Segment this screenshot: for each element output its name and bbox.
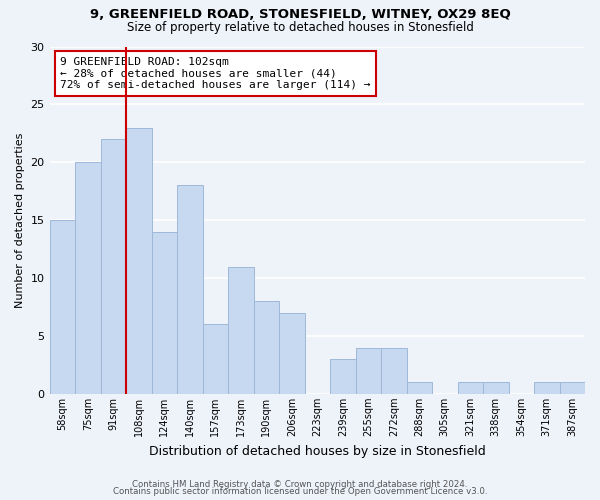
Bar	[279, 313, 305, 394]
Bar	[50, 220, 75, 394]
X-axis label: Distribution of detached houses by size in Stonesfield: Distribution of detached houses by size …	[149, 444, 485, 458]
Bar	[407, 382, 432, 394]
Bar	[126, 128, 152, 394]
Bar	[254, 302, 279, 394]
Bar	[177, 186, 203, 394]
Bar	[330, 359, 356, 394]
Bar	[458, 382, 483, 394]
Bar	[381, 348, 407, 394]
Bar	[483, 382, 509, 394]
Bar	[560, 382, 585, 394]
Text: Size of property relative to detached houses in Stonesfield: Size of property relative to detached ho…	[127, 21, 473, 34]
Bar	[101, 139, 126, 394]
Text: 9, GREENFIELD ROAD, STONESFIELD, WITNEY, OX29 8EQ: 9, GREENFIELD ROAD, STONESFIELD, WITNEY,…	[89, 8, 511, 20]
Bar	[75, 162, 101, 394]
Bar	[356, 348, 381, 394]
Text: 9 GREENFIELD ROAD: 102sqm
← 28% of detached houses are smaller (44)
72% of semi-: 9 GREENFIELD ROAD: 102sqm ← 28% of detac…	[60, 57, 371, 90]
Bar	[203, 324, 228, 394]
Text: Contains public sector information licensed under the Open Government Licence v3: Contains public sector information licen…	[113, 488, 487, 496]
Bar	[152, 232, 177, 394]
Y-axis label: Number of detached properties: Number of detached properties	[15, 132, 25, 308]
Bar	[228, 266, 254, 394]
Text: Contains HM Land Registry data © Crown copyright and database right 2024.: Contains HM Land Registry data © Crown c…	[132, 480, 468, 489]
Bar	[534, 382, 560, 394]
